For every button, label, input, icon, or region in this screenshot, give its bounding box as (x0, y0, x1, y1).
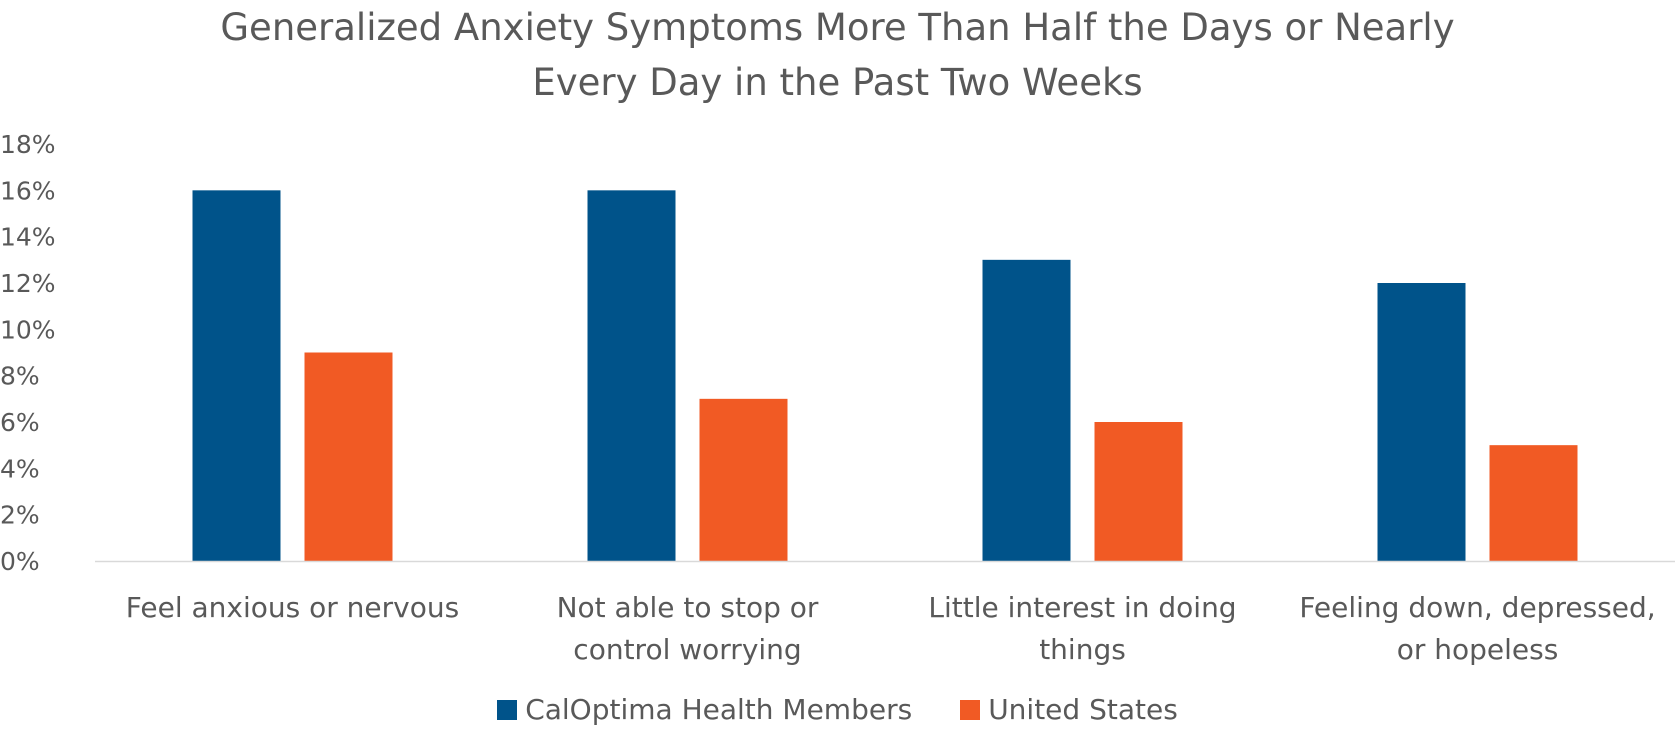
legend: CalOptima Health Members United States (0, 693, 1675, 726)
chart-title-line-2: Every Day in the Past Two Weeks (532, 61, 1143, 104)
chart-title: Generalized Anxiety Symptoms More Than H… (0, 0, 1675, 110)
category-label: control worrying (573, 633, 801, 666)
legend-item-united-states[interactable]: United States (960, 693, 1178, 726)
category-label: things (1039, 633, 1126, 666)
y-tick-label: 10% (0, 315, 56, 344)
y-tick-label: 14% (0, 223, 56, 252)
bar-united-states-1 (304, 352, 393, 561)
category-labels: Feel anxious or nervous Not able to stop … (126, 591, 1656, 666)
y-tick-label: 18% (0, 130, 56, 159)
category-label: Feeling down, depressed, (1299, 591, 1655, 624)
y-tick-label: 4% (0, 454, 40, 483)
legend-label-caloptima: CalOptima Health Members (525, 693, 913, 726)
y-tick-label: 12% (0, 269, 56, 298)
bar-caloptima-4 (1377, 283, 1466, 561)
legend-item-caloptima[interactable]: CalOptima Health Members (497, 693, 912, 726)
bar-caloptima-1 (192, 190, 281, 562)
bar-united-states-3 (1094, 422, 1183, 561)
chart-title-line-1: Generalized Anxiety Symptoms More Than H… (220, 6, 1455, 49)
y-tick-label: 6% (0, 408, 40, 437)
y-tick-label: 8% (0, 362, 40, 391)
legend-swatch-caloptima (497, 699, 518, 720)
bar-united-states-4 (1489, 445, 1578, 561)
category-label: Not able to stop or (557, 591, 819, 624)
bar-caloptima-2 (587, 190, 676, 562)
y-axis-tick-labels: 0% 2% 4% 6% 8% 10% 12% 14% 16% 18% (0, 130, 56, 576)
legend-swatch-united-states (960, 699, 981, 720)
category-label: Little interest in doing (928, 591, 1236, 624)
legend-label-united-states: United States (988, 693, 1178, 726)
category-label: or hopeless (1397, 633, 1559, 666)
bar-group (192, 190, 1578, 562)
bar-caloptima-3 (982, 259, 1071, 561)
category-label: Feel anxious or nervous (126, 591, 459, 624)
bar-united-states-2 (699, 398, 788, 561)
y-tick-label: 0% (0, 547, 40, 576)
y-tick-label: 2% (0, 501, 40, 530)
y-tick-label: 16% (0, 176, 56, 205)
